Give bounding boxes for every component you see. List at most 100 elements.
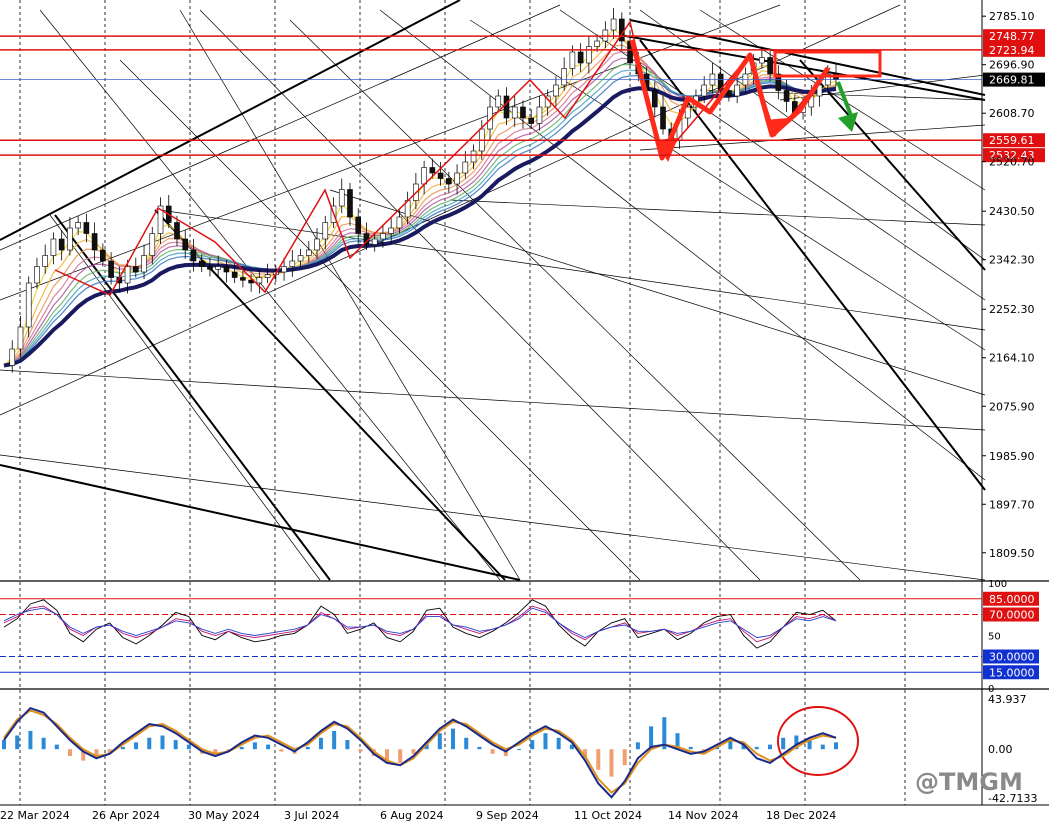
candle-body xyxy=(717,73,724,91)
candle-body xyxy=(157,205,164,234)
candle-body xyxy=(83,222,90,234)
candle-body xyxy=(305,249,312,256)
candle-body xyxy=(553,84,559,97)
candle-body xyxy=(322,222,329,240)
candle-body xyxy=(594,40,600,47)
macd-histogram-bar xyxy=(517,749,522,751)
macd-histogram-bar xyxy=(530,740,535,750)
candle-body xyxy=(520,106,526,119)
candle-body xyxy=(264,274,271,278)
rsi-level-label-bg xyxy=(983,607,1039,622)
candle-body xyxy=(561,68,567,86)
candle-body xyxy=(759,57,765,64)
price-tick-label: 2785.10 xyxy=(989,10,1035,23)
arrow-head-red xyxy=(765,118,788,137)
current-price-label-bg xyxy=(983,72,1045,87)
candle-body xyxy=(215,266,221,270)
trend-line-thick xyxy=(0,0,461,241)
watermark-handle: @TMGM xyxy=(915,768,1023,796)
rsi-tick-label: 0 xyxy=(988,684,994,695)
date-label: 3 Jul 2024 xyxy=(284,809,339,822)
candle-body xyxy=(198,260,205,267)
trend-line xyxy=(179,9,521,581)
macd-histogram-bar xyxy=(688,746,693,750)
candle-body xyxy=(314,238,320,251)
macd-histogram-bar xyxy=(318,737,323,750)
trend-line xyxy=(699,9,986,191)
macd-highlight-circle xyxy=(777,706,859,776)
arrow-head-red xyxy=(655,138,678,162)
current-price-label: 2669.81 xyxy=(989,74,1035,87)
trend-line-thick xyxy=(0,464,521,581)
arrow-head-green xyxy=(838,112,858,132)
candle-body xyxy=(437,172,444,179)
macd-histogram-bar xyxy=(662,717,667,750)
candle-body xyxy=(446,178,452,185)
macd-histogram-bar xyxy=(464,737,469,750)
price-level-label-bg xyxy=(983,148,1045,163)
candle-body xyxy=(371,238,378,245)
candle-body xyxy=(124,266,131,284)
macd-histogram-bar xyxy=(820,744,825,750)
macd-histogram-bar xyxy=(332,730,337,750)
candle-body xyxy=(355,216,362,234)
candle-body xyxy=(577,51,584,64)
candle-body xyxy=(726,90,732,97)
macd-histogram-bar xyxy=(583,749,588,759)
down-arrow-green xyxy=(836,81,854,119)
candle-body xyxy=(610,18,617,31)
trend-line xyxy=(289,19,861,581)
candle-body xyxy=(429,167,436,174)
rsi-level-label: 85.0000 xyxy=(989,593,1035,606)
candle-body xyxy=(108,260,114,278)
candle-body xyxy=(9,348,16,366)
macd-histogram-bar xyxy=(596,749,601,770)
price-tick-label: 2696.90 xyxy=(989,59,1035,72)
candle-body xyxy=(528,117,535,124)
candle-body xyxy=(141,255,147,273)
candle-body xyxy=(660,106,666,130)
candle-body xyxy=(347,189,353,218)
macd-histogram-bar xyxy=(252,742,257,750)
price-level-label: 2532.43 xyxy=(989,149,1035,162)
macd-histogram-bar xyxy=(68,749,73,757)
candle-body xyxy=(174,222,180,240)
rsi-tick-label: 50 xyxy=(988,632,1001,643)
macd-histogram-bar xyxy=(147,737,152,750)
macd-histogram-bar xyxy=(556,737,561,750)
macd-histogram-bar xyxy=(239,746,244,750)
trend-line xyxy=(639,124,986,151)
price-tick-label: 2075.90 xyxy=(989,400,1035,413)
candle-body xyxy=(207,266,213,270)
macd-histogram-bar xyxy=(398,749,403,763)
macd-histogram-bar xyxy=(834,742,838,750)
macd-histogram-bar xyxy=(279,749,284,752)
macd-histogram-bar xyxy=(384,749,389,761)
macd-tick-label: -42.7133 xyxy=(988,792,1037,805)
trend-line xyxy=(379,9,986,481)
trend-line xyxy=(49,214,321,581)
rsi-level-label: 30.0000 xyxy=(989,651,1035,664)
candle-body xyxy=(256,277,263,284)
macd-histogram-bar xyxy=(490,749,495,754)
macd-histogram-bar xyxy=(649,726,654,750)
price-level-label-bg xyxy=(983,133,1045,148)
trend-line xyxy=(0,4,901,416)
candle-body xyxy=(190,249,197,262)
trend-line-thick xyxy=(619,34,986,101)
macd-tick-label: 43.937 xyxy=(988,693,1027,706)
price-tick-label: 2430.50 xyxy=(989,205,1035,218)
rsi-level-label-bg xyxy=(983,665,1039,680)
candle-body xyxy=(17,326,24,350)
trend-line-thick xyxy=(799,59,986,271)
macd-histogram-bar xyxy=(358,749,363,752)
trend-line xyxy=(119,59,641,581)
macd-histogram-bar xyxy=(266,744,271,750)
trend-line-thick xyxy=(154,209,506,581)
macd-histogram-bar xyxy=(807,740,812,750)
candle-body xyxy=(34,266,40,284)
trend-line xyxy=(639,9,986,261)
price-tick-label: 1985.90 xyxy=(989,450,1035,463)
candle-body xyxy=(421,167,427,185)
candle-body xyxy=(133,266,139,273)
